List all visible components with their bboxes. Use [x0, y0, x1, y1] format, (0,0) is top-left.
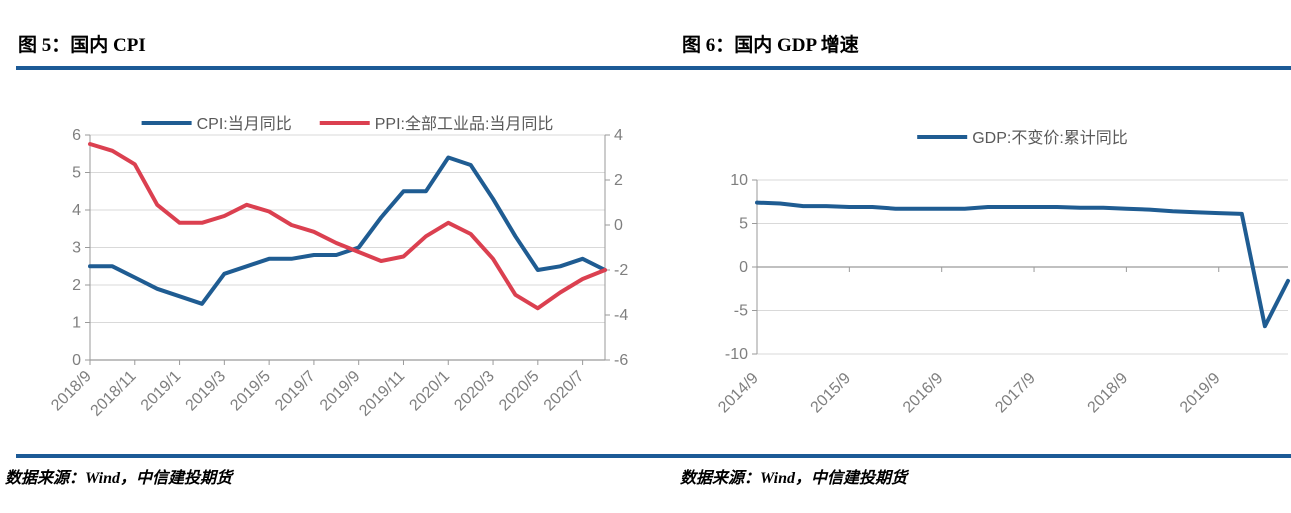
left-axis-label: -10 — [725, 346, 748, 363]
legend: GDP:不变价:累计同比 — [917, 129, 1128, 147]
x-axis-label: 2014/9 — [715, 370, 762, 417]
left-axis-label: 2 — [72, 277, 81, 294]
left-axis-label: 5 — [72, 165, 81, 182]
series-line-GDP:不变价:累计同比 — [755, 200, 1290, 329]
data-source-note-left: 数据来源：Wind，中信建投期货 — [5, 470, 232, 487]
left-axis-label: 1 — [72, 315, 81, 332]
right-axis-label: 0 — [614, 217, 623, 234]
x-axis-label: 2020/7 — [541, 368, 588, 415]
x-axis-label: 2020/5 — [496, 368, 543, 415]
x-axis-label: 2015/9 — [808, 370, 855, 417]
x-axis-label: 2018/9 — [1085, 370, 1132, 417]
series-line-PPI:全部工业品:当月同比 — [88, 142, 607, 311]
x-axis-label: 2017/9 — [992, 370, 1039, 417]
legend-label: GDP:不变价:累计同比 — [972, 129, 1128, 147]
left-axis-label: 4 — [72, 202, 81, 219]
left-axis-label: -5 — [734, 303, 748, 320]
legend-label: CPI:当月同比 — [197, 115, 292, 133]
figure5-title: 图 5：国内 CPI — [18, 35, 146, 56]
legend: CPI:当月同比 PPI:全部工业品:当月同比 — [141, 115, 554, 133]
x-axis-label: 2019/1 — [138, 368, 185, 415]
x-axis-label: 2018/11 — [88, 368, 140, 420]
figure6-title: 图 6：国内 GDP 增速 — [682, 35, 859, 56]
left-axis-label: 5 — [739, 216, 748, 233]
header-rule — [16, 66, 1291, 70]
footer-rule — [16, 454, 1291, 458]
x-axis-label: 2019/3 — [183, 368, 230, 415]
x-axis-label: 2020/1 — [406, 368, 453, 415]
left-axis-label: 6 — [72, 127, 81, 144]
right-axis-label: -2 — [614, 262, 628, 279]
data-source-note-right: 数据来源：Wind，中信建投期货 — [680, 470, 907, 487]
x-axis-label: 2019/9 — [1177, 370, 1224, 417]
right-axis-label: 4 — [614, 127, 623, 144]
left-axis-label: 0 — [739, 259, 748, 276]
x-axis-label: 2019/11 — [356, 368, 408, 420]
right-axis-label: -6 — [614, 352, 628, 369]
x-axis-label: 2020/3 — [451, 368, 498, 415]
x-axis-label: 2019/7 — [272, 368, 319, 415]
x-axis-label: 2016/9 — [900, 370, 947, 417]
cpi-ppi-line-chart: 0123456-6-4-20242018/92018/112019/12019/… — [48, 115, 628, 420]
legend-label: PPI:全部工业品:当月同比 — [375, 115, 554, 133]
left-axis-label: 0 — [72, 352, 81, 369]
right-axis-label: 2 — [614, 172, 623, 189]
left-axis-label: 10 — [730, 172, 748, 189]
series-line-CPI:当月同比 — [88, 155, 607, 306]
right-axis-label: -4 — [614, 307, 628, 324]
left-axis-label: 3 — [72, 240, 81, 257]
x-axis-label: 2019/5 — [227, 368, 274, 415]
gdp-line-chart: -10 -5 0 5 10 2014/9 2015/9 2016/9 2017/9 2018/9 2… — [715, 129, 1290, 417]
